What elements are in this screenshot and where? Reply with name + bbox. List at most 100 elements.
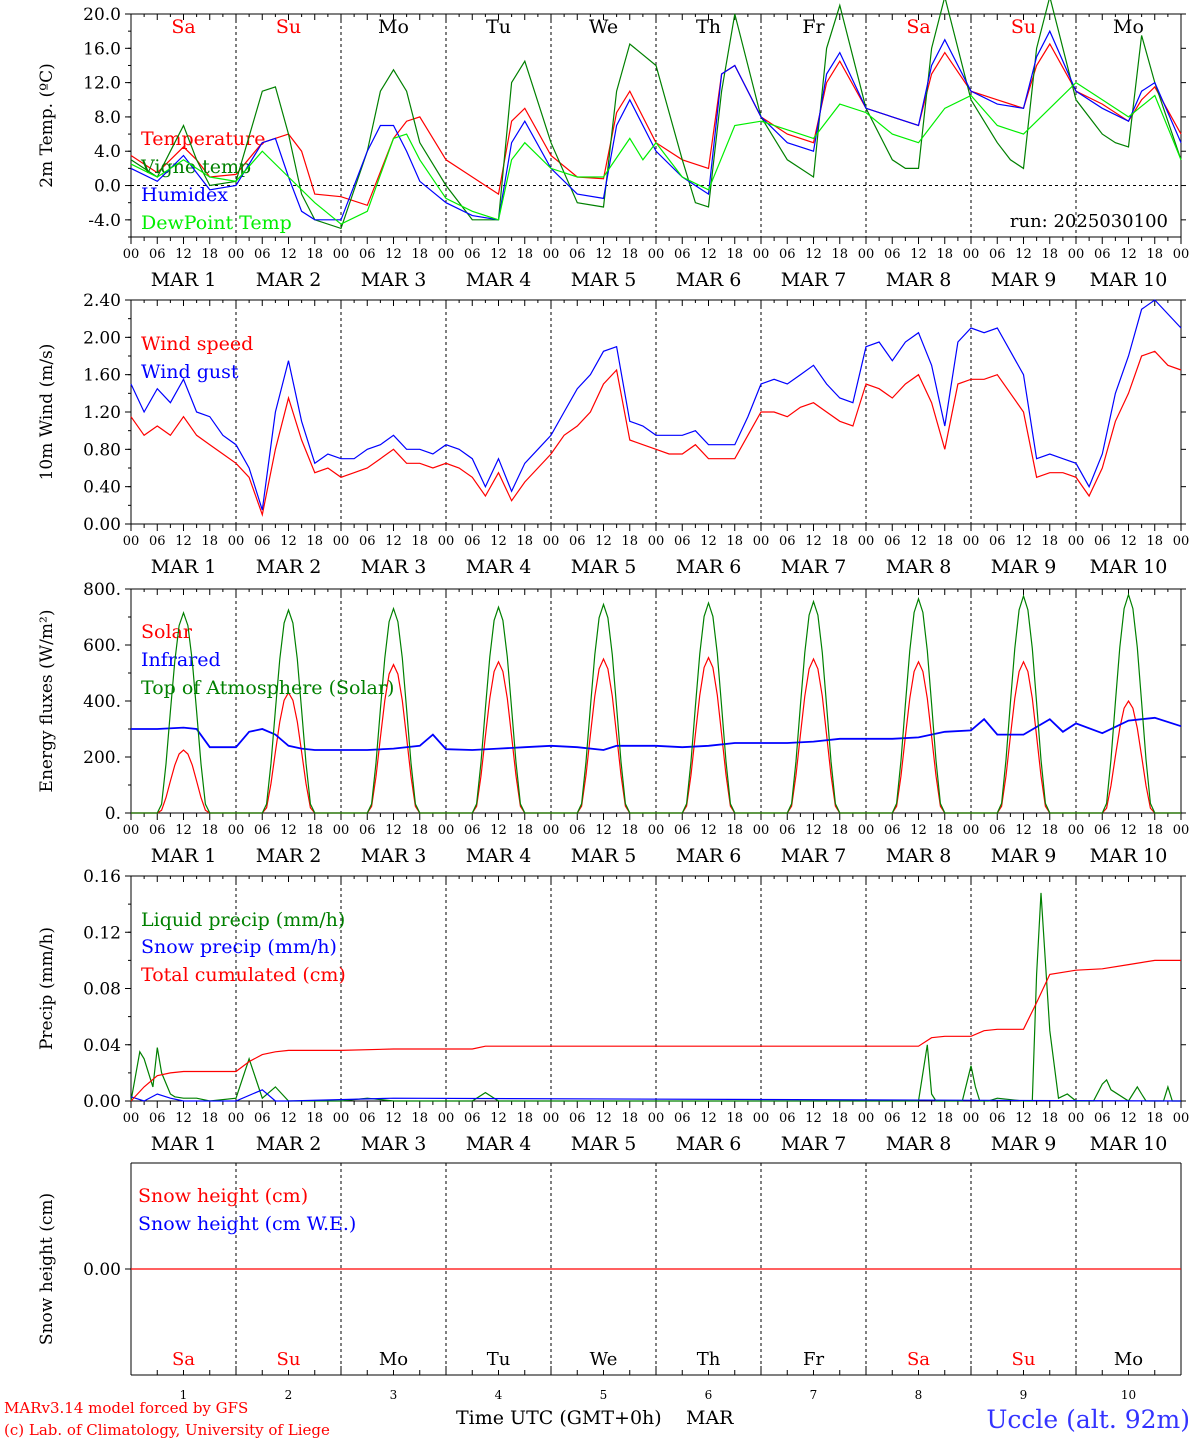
weekday-label: Sa [906,16,930,38]
legend-entry: Infrared [141,649,221,671]
hour-tick-label: 12 [175,823,192,838]
hour-tick-label: 06 [1094,823,1111,838]
date-label: MAR 5 [571,556,637,578]
x-axis-title: Time UTC (GMT+0h) [456,1407,662,1429]
hour-tick-label: 06 [359,534,376,549]
date-label: MAR 9 [991,1133,1057,1155]
date-label: MAR 4 [466,845,532,867]
hour-tick-label: 06 [989,823,1006,838]
hour-tick-label: 06 [359,247,376,262]
date-label: MAR 10 [1090,269,1168,291]
hour-tick-label: 18 [411,247,428,262]
y-tick-label: 4.0 [94,142,121,162]
hour-tick-label: 00 [123,1111,140,1126]
y-tick-label: 0.16 [83,867,121,887]
date-label: MAR 3 [361,269,427,291]
hour-tick-label: 12 [490,823,507,838]
hour-tick-label: 06 [779,1111,796,1126]
hour-tick-label: 12 [700,1111,717,1126]
hour-tick-label: 00 [123,247,140,262]
weekday-label: Tu [486,16,511,38]
legend-entry: Temperature [141,128,265,150]
hour-tick-label: 12 [280,1111,297,1126]
series-line-vigne-temp [130,0,1182,230]
hour-tick-label: 06 [884,247,901,262]
date-label: MAR 6 [676,269,742,291]
hour-tick-label: 00 [963,823,980,838]
hour-tick-label: 18 [831,823,848,838]
day-number: 5 [600,1388,608,1402]
hour-tick-label: 00 [753,534,770,549]
hour-tick-label: 06 [254,1111,271,1126]
hour-tick-label: 18 [726,534,743,549]
date-label: MAR 2 [256,556,322,578]
weekday-label: Mo [1114,1349,1143,1370]
hour-tick-label: 00 [963,1111,980,1126]
hour-tick-label: 12 [385,247,402,262]
hour-tick-label: 12 [490,247,507,262]
hour-tick-label: 00 [648,534,665,549]
date-label: MAR 3 [361,845,427,867]
hour-tick-label: 00 [753,823,770,838]
date-label: MAR 5 [571,1133,637,1155]
weekday-label: Su [277,1349,301,1370]
y-tick-label: 8.0 [94,108,121,128]
hour-tick-label: 18 [306,534,323,549]
y-tick-label: 16.0 [83,39,121,59]
y-tick-label: 0.04 [83,1036,121,1056]
legend-entry: Snow height (cm W.E.) [138,1213,356,1235]
weekday-label: We [590,1349,618,1370]
date-label: MAR 8 [886,556,952,578]
day-number: 7 [810,1388,818,1402]
y-tick-label: 1.60 [83,366,121,386]
date-label: MAR 4 [466,556,532,578]
hour-tick-label: 18 [1041,247,1058,262]
legend-entry: DewPoint Temp [141,212,292,234]
date-label: MAR 6 [676,556,742,578]
day-number: 3 [390,1388,398,1402]
hour-tick-label: 00 [543,1111,560,1126]
hour-tick-label: 12 [280,534,297,549]
series-line-wind-speed [130,350,1182,517]
hour-tick-label: 12 [1120,247,1137,262]
panel-2: 0.00 0.40 0.80 1.20 1.60 2.00 2.40 10m Wind (m/… [37,291,1189,578]
hour-tick-label: 06 [989,247,1006,262]
y-axis-label: Snow height (cm) [37,1193,57,1345]
hour-tick-label: 06 [989,534,1006,549]
hour-tick-label: 18 [1146,247,1163,262]
hour-tick-label: 06 [779,247,796,262]
y-axis-label: 10m Wind (m/s) [37,344,57,481]
hour-tick-label: 18 [936,823,953,838]
hour-tick-label: 06 [1094,247,1111,262]
weekday-label: Mo [378,16,409,38]
date-label: MAR 1 [151,1133,217,1155]
hour-tick-label: 06 [359,823,376,838]
hour-tick-label: 18 [936,247,953,262]
hour-tick-label: 18 [411,1111,428,1126]
y-tick-label: 0.0 [94,177,121,197]
hour-tick-label: 06 [149,247,166,262]
hour-tick-label: 12 [175,1111,192,1126]
date-label: MAR 6 [676,1133,742,1155]
legend-entry: Solar [141,621,193,643]
hour-tick-label: 18 [936,1111,953,1126]
hour-tick-label: 06 [884,1111,901,1126]
hour-tick-label: 12 [490,1111,507,1126]
hour-tick-label: 06 [779,534,796,549]
hour-tick-label: 00 [1068,534,1085,549]
y-tick-label: 0.12 [83,923,121,943]
series-line-dewpoint-temp [130,81,1182,225]
hour-tick-label: 12 [595,1111,612,1126]
legend-entry: Wind gust [141,361,239,383]
y-axis-label: Precip (mm/h) [37,927,57,1050]
date-label: MAR 8 [886,1133,952,1155]
date-label: MAR 4 [466,269,532,291]
hour-tick-label: 12 [700,823,717,838]
panel-1: -4.0 0.0 4.0 8.0 12.0 16.0 20.0 2m Temp. (ºC) 00… [37,0,1189,291]
y-tick-label: 2.40 [83,291,121,311]
date-label: MAR 7 [781,1133,847,1155]
hour-tick-label: 12 [805,823,822,838]
hour-tick-label: 18 [516,823,533,838]
hour-tick-label: 18 [306,823,323,838]
hour-tick-label: 00 [228,823,245,838]
